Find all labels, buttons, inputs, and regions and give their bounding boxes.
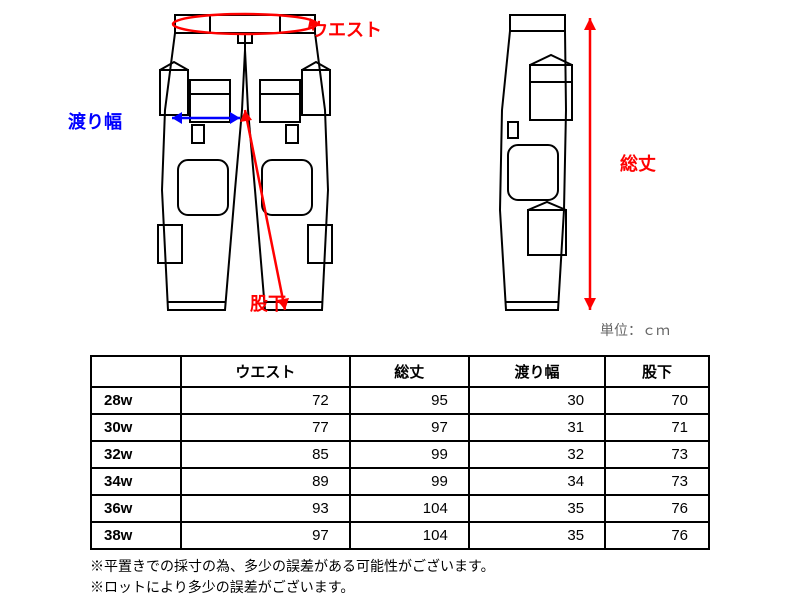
- value-cell: 89: [181, 468, 350, 495]
- header-col: 渡り幅: [469, 356, 605, 387]
- label-waist: ウエスト: [310, 16, 382, 42]
- size-cell: 28w: [91, 387, 181, 414]
- table-row: 32w85993273: [91, 441, 709, 468]
- label-length: 総丈: [620, 150, 656, 176]
- size-table-area: ウエスト 総丈 渡り幅 股下 28w7295307030w7797317132w…: [0, 355, 800, 550]
- value-cell: 34: [469, 468, 605, 495]
- size-cell: 30w: [91, 414, 181, 441]
- table-row: 38w971043576: [91, 522, 709, 549]
- table-row: 28w72953070: [91, 387, 709, 414]
- table-row: 34w89993473: [91, 468, 709, 495]
- header-col: 股下: [605, 356, 709, 387]
- header-col: 総丈: [350, 356, 469, 387]
- value-cell: 71: [605, 414, 709, 441]
- value-cell: 30: [469, 387, 605, 414]
- size-table: ウエスト 総丈 渡り幅 股下 28w7295307030w7797317132w…: [90, 355, 710, 550]
- header-col: ウエスト: [181, 356, 350, 387]
- value-cell: 35: [469, 522, 605, 549]
- notes: ※平置きでの採寸の為、多少の誤差がある可能性がございます。※ロットにより多少の誤…: [0, 550, 800, 598]
- unit-label: 単位：ｃｍ: [600, 320, 670, 340]
- value-cell: 99: [350, 441, 469, 468]
- label-inseam: 股下: [250, 290, 286, 316]
- value-cell: 99: [350, 468, 469, 495]
- diagram-area: ウエスト 渡り幅 股下 総丈 単位：ｃｍ: [0, 0, 800, 350]
- size-cell: 36w: [91, 495, 181, 522]
- table-body: 28w7295307030w7797317132w8599327334w8999…: [91, 387, 709, 549]
- value-cell: 70: [605, 387, 709, 414]
- value-cell: 97: [181, 522, 350, 549]
- value-cell: 77: [181, 414, 350, 441]
- value-cell: 73: [605, 441, 709, 468]
- value-cell: 31: [469, 414, 605, 441]
- size-cell: 38w: [91, 522, 181, 549]
- value-cell: 93: [181, 495, 350, 522]
- table-header-row: ウエスト 総丈 渡り幅 股下: [91, 356, 709, 387]
- table-row: 30w77973171: [91, 414, 709, 441]
- value-cell: 104: [350, 522, 469, 549]
- pants-front: [130, 10, 360, 320]
- value-cell: 76: [605, 495, 709, 522]
- note-line: ※ロットにより多少の誤差がございます。: [90, 577, 710, 598]
- value-cell: 76: [605, 522, 709, 549]
- value-cell: 73: [605, 468, 709, 495]
- value-cell: 35: [469, 495, 605, 522]
- label-thigh: 渡り幅: [68, 108, 122, 134]
- value-cell: 32: [469, 441, 605, 468]
- value-cell: 85: [181, 441, 350, 468]
- value-cell: 97: [350, 414, 469, 441]
- header-blank: [91, 356, 181, 387]
- table-row: 36w931043576: [91, 495, 709, 522]
- size-cell: 34w: [91, 468, 181, 495]
- size-cell: 32w: [91, 441, 181, 468]
- value-cell: 95: [350, 387, 469, 414]
- value-cell: 72: [181, 387, 350, 414]
- value-cell: 104: [350, 495, 469, 522]
- pants-side: [480, 10, 620, 320]
- note-line: ※平置きでの採寸の為、多少の誤差がある可能性がございます。: [90, 556, 710, 577]
